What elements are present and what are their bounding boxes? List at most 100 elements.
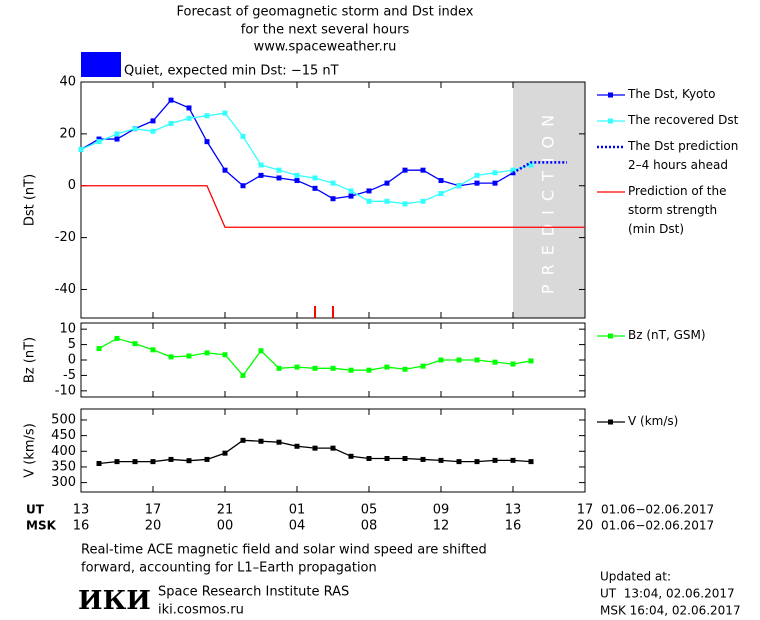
x-tick-label: 01	[289, 503, 306, 518]
y-tick-label: -20	[55, 230, 76, 245]
data-point	[312, 445, 318, 451]
data-point	[204, 139, 210, 145]
data-point	[312, 365, 318, 371]
x-tick-label: 13	[73, 503, 90, 518]
data-point	[330, 196, 336, 202]
logo: ИКИ	[78, 586, 151, 616]
data-point	[456, 183, 462, 189]
data-point	[276, 175, 282, 181]
data-point	[402, 201, 408, 207]
data-point	[402, 366, 408, 372]
updated-label: Updated at:	[600, 570, 671, 584]
data-point	[150, 459, 156, 465]
data-point	[348, 188, 354, 194]
y-tick-label: -40	[55, 282, 76, 297]
data-point	[348, 367, 354, 373]
data-point	[528, 162, 534, 168]
y-tick-label: 500	[51, 412, 76, 427]
data-point	[168, 120, 174, 126]
plot-frame	[80, 322, 586, 398]
data-point	[240, 437, 246, 443]
data-point	[492, 170, 498, 176]
data-point	[330, 180, 336, 186]
y-tick-label: 10	[59, 322, 76, 337]
x-tick-label: 09	[433, 503, 450, 518]
data-point	[258, 162, 264, 168]
y-tick-label: 350	[51, 459, 76, 474]
y-tick-label: 450	[51, 428, 76, 443]
data-point	[222, 110, 228, 116]
data-point	[438, 178, 444, 184]
legend-label: Bz (nT, GSM)	[628, 328, 706, 342]
data-point	[312, 185, 318, 191]
data-point	[222, 450, 228, 456]
data-point	[240, 372, 246, 378]
legend-label: The recovered Dst	[628, 113, 739, 127]
data-point	[114, 136, 120, 142]
y-tick-label: 0	[68, 178, 76, 193]
x-tick-label: 17	[145, 503, 162, 518]
data-point	[510, 457, 516, 463]
data-point	[168, 97, 174, 103]
data-point	[510, 361, 516, 367]
x2-tick-label: 12	[433, 519, 450, 534]
data-point	[402, 167, 408, 173]
data-point	[96, 139, 102, 145]
quiet-box	[81, 52, 121, 77]
data-point	[186, 115, 192, 121]
x-tick-label: 17	[577, 503, 594, 518]
legend-label: Prediction of the storm strength (min Ds…	[628, 184, 727, 236]
data-point	[528, 358, 534, 364]
y-tick-label: 5	[68, 337, 76, 352]
x2-tick-label: 20	[145, 519, 162, 534]
y-axis-label: Dst (nT)	[23, 174, 38, 226]
data-point	[258, 348, 264, 354]
date-label: 01.06−02.06.2017	[601, 519, 714, 533]
data-point	[186, 458, 192, 464]
data-point	[294, 172, 300, 178]
data-point	[276, 167, 282, 173]
data-point	[96, 136, 102, 142]
data-point	[420, 456, 426, 462]
data-point	[402, 455, 408, 461]
data-point	[348, 453, 354, 459]
x-axis-name: UT	[26, 503, 45, 517]
x2-tick-label: 20	[577, 519, 594, 534]
y-axis-label: V (km/s)	[23, 423, 38, 478]
data-point	[168, 354, 174, 360]
y-tick-label: 0	[68, 353, 76, 368]
data-point	[420, 198, 426, 204]
y-tick-label: -10	[55, 383, 76, 398]
data-point	[132, 341, 138, 347]
x-tick-label: 13	[505, 503, 522, 518]
data-point	[294, 178, 300, 184]
data-point	[150, 347, 156, 353]
data-point	[294, 364, 300, 370]
series-line	[81, 185, 585, 228]
data-point	[384, 455, 390, 461]
x2-tick-label: 04	[289, 519, 306, 534]
data-point	[384, 180, 390, 186]
data-point	[312, 175, 318, 181]
data-point	[492, 180, 498, 186]
data-point	[492, 359, 498, 365]
data-point	[348, 193, 354, 199]
note: Real-time ACE magnetic field and solar w…	[81, 543, 487, 558]
legend-label: V (km/s)	[628, 414, 679, 428]
data-point	[510, 167, 516, 173]
data-point	[294, 443, 300, 449]
x2-tick-label: 16	[505, 519, 522, 534]
legend-label: The Dst, Kyoto	[628, 87, 716, 101]
data-point	[186, 353, 192, 359]
data-point	[114, 131, 120, 137]
data-point	[204, 456, 210, 462]
data-point	[366, 188, 372, 194]
data-point	[456, 357, 462, 363]
data-point	[132, 126, 138, 132]
data-point	[474, 459, 480, 465]
updated-ut: UT 13:04, 02.06.2017	[600, 587, 735, 601]
data-point	[366, 198, 372, 204]
x-tick-label: 05	[361, 503, 378, 518]
data-point	[204, 113, 210, 119]
data-point	[240, 183, 246, 189]
